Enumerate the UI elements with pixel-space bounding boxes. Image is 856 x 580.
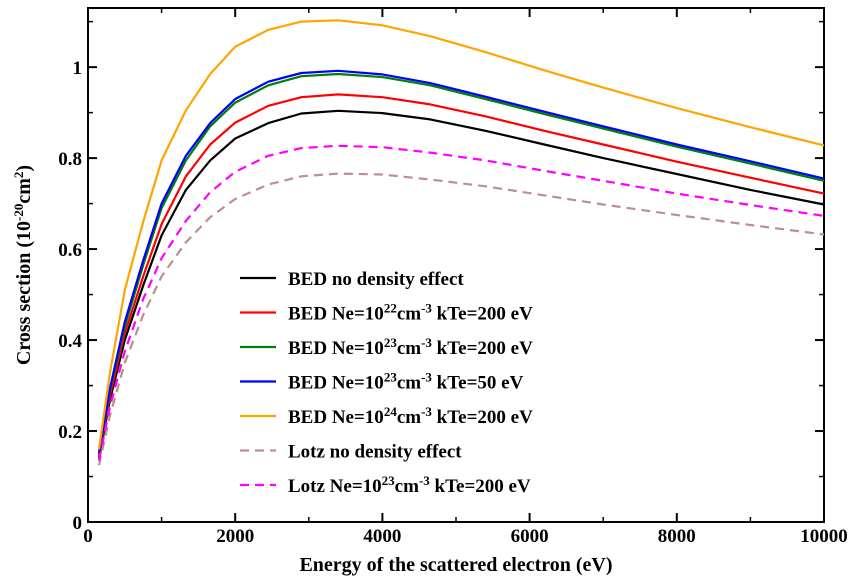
series-line-6 — [97, 172, 825, 466]
axis-ticks: 0 2000 4000 6000 8000 10000 0 0.2 0.4 0.6 0.8 1 — [58, 8, 848, 547]
legend-text-part: cm — [397, 407, 421, 428]
y-label-superscript: -20 — [11, 204, 26, 221]
series-line-5 — [97, 19, 825, 450]
x-tick-label: 6000 — [511, 526, 549, 547]
legend-superscript: 24 — [384, 404, 398, 419]
legend-text-part: BED Ne=10 — [288, 407, 384, 428]
x-tick-label: 4000 — [363, 526, 401, 547]
legend-superscript: -3 — [419, 473, 430, 488]
legend-text-part: kTe=200 eV — [432, 407, 533, 428]
series-line-2 — [97, 93, 825, 457]
y-label-part: ) — [13, 165, 35, 172]
legend-superscript: 23 — [382, 473, 396, 488]
legend-superscript: -3 — [421, 335, 432, 350]
x-axis-label: Energy of the scattered electron (eV) — [299, 554, 612, 576]
legend-text-part: cm — [395, 476, 419, 497]
series-line-4 — [97, 69, 825, 454]
legend-superscript: -3 — [421, 369, 432, 384]
legend-text-part: kTe=200 eV — [430, 476, 531, 497]
legend-text-part: cm — [397, 338, 421, 359]
x-tick-label: 0 — [83, 526, 93, 547]
legend-text-part: Lotz Ne=10 — [288, 476, 382, 497]
legend-label-4: BED Ne=1023cm-3 kTe=50 eV — [288, 369, 524, 394]
legend-text-part: kTe=200 eV — [432, 304, 533, 325]
x-tick-label: 2000 — [216, 526, 254, 547]
legend-text-part: cm — [397, 373, 421, 394]
series-line-7 — [97, 144, 825, 461]
legend-superscript: -3 — [421, 404, 432, 419]
legend-label-7: Lotz Ne=1023cm-3 kTe=200 eV — [288, 473, 531, 498]
y-axis-label: Cross section (10-20cm2) — [11, 165, 36, 365]
series-layer — [97, 19, 825, 466]
x-tick-label: 10000 — [800, 526, 848, 547]
legend-text-part: cm — [397, 304, 421, 325]
legend-superscript: 22 — [384, 300, 397, 315]
y-tick-label: 0 — [73, 513, 83, 534]
legend-text-part: BED Ne=10 — [288, 373, 384, 394]
y-label-superscript: 2 — [11, 172, 26, 179]
y-label-part: Cross section (10 — [13, 221, 35, 365]
y-tick-label: 1 — [73, 58, 83, 79]
x-tick-label: 8000 — [658, 526, 696, 547]
y-tick-label: 0.6 — [58, 240, 82, 261]
legend-text-part: Lotz no density effect — [288, 442, 462, 463]
legend-label-1: BED no density effect — [288, 269, 464, 290]
legend-text-part: BED no density effect — [288, 269, 464, 290]
y-tick-label: 0.2 — [58, 422, 82, 443]
y-label-part: cm — [13, 178, 35, 204]
legend-label-5: BED Ne=1024cm-3 kTe=200 eV — [288, 404, 533, 429]
legend-text-part: BED Ne=10 — [288, 304, 384, 325]
series-line-1 — [97, 109, 825, 459]
legend-text-part: kTe=50 eV — [432, 373, 524, 394]
y-tick-label: 0.4 — [58, 331, 82, 352]
series-line-3 — [97, 72, 825, 454]
legend-superscript: -3 — [421, 300, 432, 315]
legend-label-3: BED Ne=1023cm-3 kTe=200 eV — [288, 335, 533, 360]
y-tick-label: 0.8 — [58, 149, 82, 170]
legend-text-part: BED Ne=10 — [288, 338, 384, 359]
legend-label-2: BED Ne=1022cm-3 kTe=200 eV — [288, 300, 533, 325]
legend-superscript: 23 — [384, 335, 398, 350]
legend-label-6: Lotz no density effect — [288, 442, 462, 463]
legend-superscript: 23 — [384, 369, 398, 384]
legend-text-part: kTe=200 eV — [432, 338, 533, 359]
